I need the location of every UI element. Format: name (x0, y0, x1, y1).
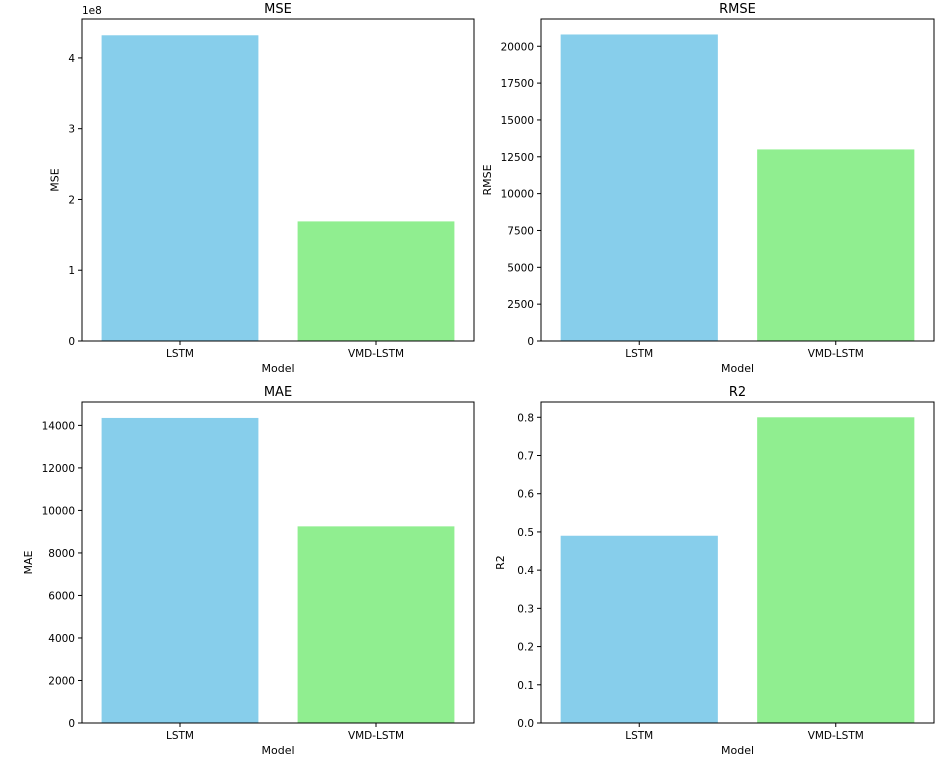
x-tick-label: VMD-LSTM (348, 730, 404, 742)
y-axis-label: MAE (22, 550, 35, 574)
y-tick-label: 6000 (48, 590, 75, 602)
bar-vmd-lstm (757, 149, 915, 341)
y-tick-label: 0.7 (517, 451, 534, 463)
x-tick-label: LSTM (166, 348, 194, 360)
y-tick-label: 17500 (501, 78, 534, 90)
y-tick-label: 0.8 (517, 412, 534, 424)
axes-frame (540, 18, 935, 342)
x-axis-label: Model (261, 744, 294, 757)
x-axis-label: Model (721, 744, 754, 757)
panel-mae: MAE Model MAE LSTM VMD-LSTM 0 2000 4000 6000 8… (22, 385, 475, 757)
y-tick-label: 2 (68, 194, 75, 206)
y-axis-label: R2 (494, 555, 507, 570)
y-axis-label: MSE (48, 168, 61, 191)
y-tick-label: 0.6 (517, 489, 534, 501)
y-tick-label: 1 (68, 265, 75, 277)
y-tick-label: 8000 (48, 548, 75, 560)
y-tick-label: 4000 (48, 633, 75, 645)
y-tick-label: 12500 (501, 152, 534, 164)
bar-vmd-lstm (757, 417, 915, 723)
panel-title: MAE (264, 385, 292, 400)
y-tick-label: 0 (68, 336, 75, 348)
y-tick-label: 2500 (507, 299, 534, 311)
panel-rmse: RMSE Model RMSE LSTM VMD-LSTM 0 2500 5000 750… (481, 2, 935, 375)
axes-frame (81, 401, 475, 724)
x-tick-label: LSTM (625, 348, 653, 360)
y-tick-label: 0 (68, 718, 75, 730)
x-tick-label: LSTM (166, 730, 194, 742)
bar-lstm (560, 34, 718, 341)
y-tick-label: 0.4 (517, 565, 534, 577)
y-tick-label: 0.3 (517, 603, 534, 615)
panel-r2: R2 Model R2 LSTM VMD-LSTM 0.0 0.1 0.2 0.3 0.4 0… (494, 385, 935, 757)
x-tick-label: VMD-LSTM (808, 730, 864, 742)
y-tick-label: 0 (527, 336, 534, 348)
x-tick-label: VMD-LSTM (348, 348, 404, 360)
y-tick-label: 0.1 (517, 680, 534, 692)
panel-title: R2 (729, 385, 746, 400)
bar-vmd-lstm (297, 221, 455, 341)
y-tick-label: 10000 (501, 189, 534, 201)
y-tick-label: 3 (68, 124, 75, 136)
y-tick-label: 14000 (42, 420, 75, 432)
bar-vmd-lstm (297, 526, 455, 723)
bar-lstm (101, 35, 259, 342)
x-tick-label: VMD-LSTM (808, 348, 864, 360)
panel-mse: MSE Model MSE 1e8 LSTM VMD-LSTM 0 1 2 3 4 (48, 2, 475, 375)
x-tick-label: LSTM (625, 730, 653, 742)
y-tick-label: 0.0 (517, 718, 534, 730)
y-tick-label: 7500 (507, 225, 534, 237)
panel-title: RMSE (719, 2, 756, 17)
axes-frame (540, 401, 935, 724)
y-tick-label: 2000 (48, 675, 75, 687)
y-axis-label: RMSE (481, 164, 494, 195)
offset-label: 1e8 (82, 5, 102, 17)
y-tick-label: 5000 (507, 262, 534, 274)
panel-title: MSE (264, 2, 292, 17)
y-tick-label: 4 (68, 53, 75, 65)
y-tick-label: 10000 (42, 505, 75, 517)
axes-frame (81, 18, 475, 342)
x-axis-label: Model (261, 362, 294, 375)
y-tick-label: 0.5 (517, 527, 534, 539)
y-tick-label: 0.2 (517, 642, 534, 654)
bar-lstm (560, 535, 718, 723)
y-tick-label: 20000 (501, 41, 534, 53)
y-tick-label: 15000 (501, 115, 534, 127)
x-axis-label: Model (721, 362, 754, 375)
bar-lstm (101, 417, 259, 723)
y-tick-label: 12000 (42, 463, 75, 475)
